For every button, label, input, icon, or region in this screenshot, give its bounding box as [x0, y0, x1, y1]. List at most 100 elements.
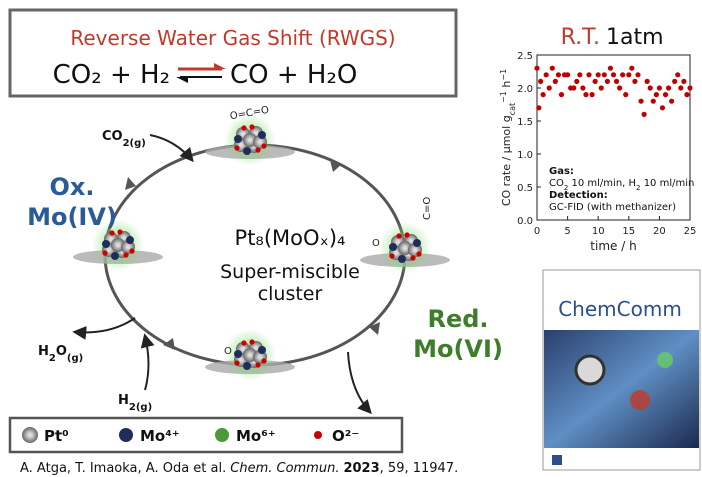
center-subtitle: Super-miscible — [220, 261, 360, 283]
data-point — [605, 79, 610, 84]
annotation-heading: Detection: — [549, 190, 608, 201]
y-axis-label-part: −1 — [499, 69, 508, 81]
data-point — [593, 79, 598, 84]
data-point — [596, 72, 601, 77]
y-tick-label: 1.5 — [517, 117, 533, 128]
data-point — [617, 85, 622, 90]
mo-atom — [258, 346, 266, 354]
o-atom — [109, 230, 114, 235]
cover-art — [630, 390, 650, 410]
data-point — [626, 72, 631, 77]
x-tick-label: 5 — [564, 226, 570, 237]
species-part: 2(g) — [129, 402, 152, 413]
x-tick-label: 0 — [534, 226, 540, 237]
o-atom — [255, 362, 260, 367]
data-point — [559, 92, 564, 97]
data-point — [654, 92, 659, 97]
species-part: CO — [102, 129, 123, 144]
o-atom — [123, 252, 128, 257]
x-tick-label: 10 — [592, 226, 605, 237]
y-tick-label: 0.5 — [517, 183, 533, 194]
data-point — [586, 72, 591, 77]
species-arrow — [348, 352, 370, 412]
molecule-label: O — [372, 238, 380, 249]
data-point — [536, 105, 541, 110]
data-point — [635, 72, 640, 77]
data-point — [614, 79, 619, 84]
species-label: H2(g) — [118, 393, 152, 413]
data-point — [623, 92, 628, 97]
data-point — [547, 85, 552, 90]
data-point — [580, 85, 585, 90]
o-atom — [234, 145, 239, 150]
y-tick-label: 2.0 — [517, 84, 533, 95]
mo-atom — [243, 362, 251, 370]
cover-logo — [552, 455, 562, 465]
cover-art — [657, 352, 673, 368]
mo-atom — [413, 239, 421, 247]
mo-atom — [234, 350, 242, 358]
x-tick-label: 20 — [653, 226, 666, 237]
o-atom — [255, 147, 260, 152]
o-atom — [389, 253, 394, 258]
species-part: H — [38, 344, 49, 359]
equation-left: CO₂ + H₂ — [53, 60, 170, 90]
legend-swatch — [314, 431, 322, 439]
mo-atom — [258, 131, 266, 139]
mo-atom — [111, 252, 119, 260]
data-point — [556, 72, 561, 77]
data-point — [687, 85, 692, 90]
species-part: 2(g) — [123, 138, 146, 149]
legend-label: Pt⁰ — [44, 427, 69, 445]
species-label: CO2(g) — [102, 129, 146, 149]
annotation-part: 10 ml/min, H — [568, 178, 636, 189]
data-point — [583, 92, 588, 97]
chart-title: R.T. — [561, 25, 600, 50]
species-arrow — [75, 318, 135, 332]
data-point — [553, 79, 558, 84]
y-tick-label: 0.0 — [517, 216, 533, 227]
legend-swatch — [215, 428, 229, 442]
x-axis-label: time / h — [590, 239, 636, 253]
o-atom — [234, 360, 239, 365]
citation-journal: Chem. Commun. — [230, 461, 339, 476]
data-point — [663, 92, 668, 97]
cycle-arrow — [163, 338, 175, 350]
x-tick-label: 15 — [622, 226, 635, 237]
mo-atom — [243, 147, 251, 155]
center-subtitle: cluster — [258, 283, 323, 305]
data-point — [538, 79, 543, 84]
state-label: Ox. — [50, 173, 95, 201]
o-atom — [117, 229, 122, 234]
equation-right: CO + H₂O — [230, 60, 357, 90]
data-point — [589, 92, 594, 97]
o-atom — [410, 255, 415, 260]
mo-atom — [389, 243, 397, 251]
citation-authors: A. Atga, T. Imaoka, A. Oda et al. — [20, 461, 226, 476]
citation-year: 2023 — [343, 461, 379, 476]
center-formula: Pt₈(MoOₓ)₄ — [235, 226, 346, 250]
o-atom — [404, 232, 409, 237]
o-atom — [249, 339, 254, 344]
state-label: Mo(VI) — [413, 335, 503, 363]
data-point — [602, 72, 607, 77]
data-point — [684, 92, 689, 97]
data-point — [678, 85, 683, 90]
mo-atom — [234, 135, 242, 143]
y-tick-label: 2.5 — [517, 51, 533, 62]
species-part: H — [118, 393, 129, 408]
chart-title: 1atm — [606, 25, 664, 50]
o-atom — [261, 143, 266, 148]
data-point — [638, 99, 643, 104]
data-point — [571, 85, 576, 90]
y-axis-label-part: cat — [508, 103, 517, 115]
data-point — [645, 79, 650, 84]
data-point — [544, 72, 549, 77]
data-point — [629, 66, 634, 71]
legend-label: Mo⁶⁺ — [236, 427, 276, 445]
y-axis-label: CO rate / μmol gcat−1 h−1 — [499, 69, 517, 206]
annotation-text: GC-FID (with methanizer) — [549, 202, 676, 213]
o-atom — [416, 251, 421, 256]
citation: A. Atga, T. Imaoka, A. Oda et al. Chem. C… — [20, 461, 458, 476]
o-atom — [102, 250, 107, 255]
